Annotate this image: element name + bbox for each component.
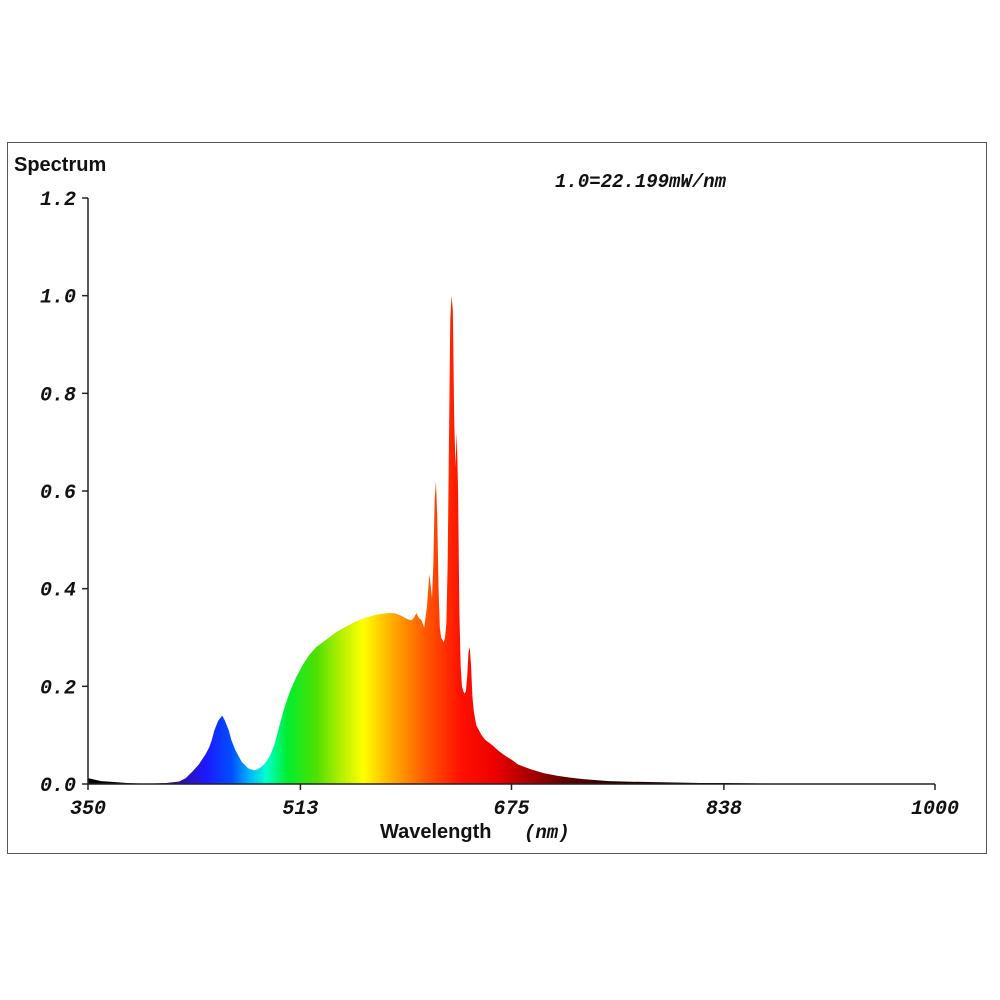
x-tick-label: 838 [706,798,742,821]
y-tick-label: 1.0 [40,287,76,310]
x-tick-label: 675 [493,798,529,821]
plot-area [88,295,935,784]
x-axis-ticks: 350 513 675 838 1000 [70,784,959,821]
y-tick-label: 0.0 [40,775,76,798]
chart-title: Spectrum [14,154,106,176]
y-tick-label: 0.6 [40,482,76,505]
scale-annotation: 1.0=22.199mW/nm [555,171,727,193]
spectrum-area [88,295,935,784]
y-tick-label: 1.2 [40,189,76,212]
x-tick-label: 350 [70,798,106,821]
x-tick-label: 513 [282,798,318,821]
y-axis-ticks: 0.0 0.2 0.4 0.6 0.8 1.0 1.2 [40,189,88,798]
y-tick-label: 0.2 [40,677,76,700]
y-tick-label: 0.4 [40,580,76,603]
x-axis-label: Wavelength [380,821,492,843]
x-axis-unit: (nm) [524,822,570,844]
y-tick-label: 0.8 [40,384,76,407]
x-tick-label: 1000 [911,798,959,821]
chart-frame [7,142,987,854]
